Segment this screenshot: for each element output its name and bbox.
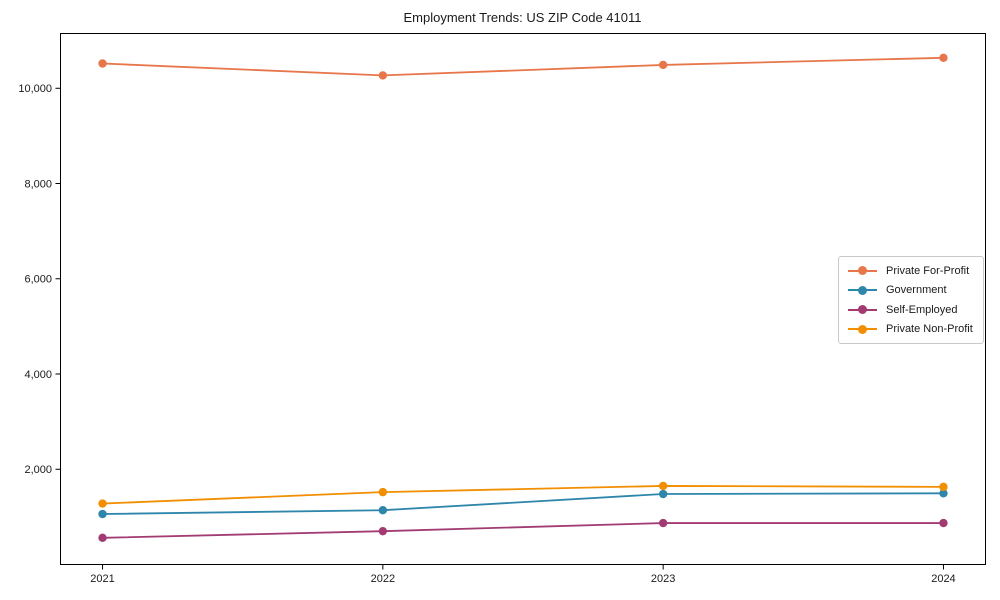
data-point-self-employed	[939, 518, 948, 528]
y-tick-label: 2,000	[24, 464, 52, 476]
line-marker-icon	[848, 285, 877, 295]
x-tick-label: 2022	[371, 573, 395, 585]
line-marker-icon	[848, 324, 877, 334]
data-point-private-non-profit	[939, 482, 948, 492]
data-point-private-for-profit	[939, 53, 948, 62]
y-tick-label: 4,000	[24, 369, 52, 381]
legend-label: Government	[886, 284, 947, 297]
data-point-self-employed	[378, 526, 388, 536]
legend: Private For-Profit Government Self-Emplo…	[838, 256, 984, 344]
data-point-private-non-profit	[658, 481, 668, 491]
legend-item-government: Government	[848, 281, 975, 301]
data-point-private-non-profit	[98, 499, 107, 508]
series-line-private-non-profit	[102, 485, 944, 505]
chart-title: Employment Trends: US ZIP Code 41011	[403, 10, 642, 25]
x-tick-label: 2024	[931, 573, 955, 585]
series-line-government	[102, 492, 944, 515]
x-tick-label: 2023	[651, 573, 675, 585]
y-tick-label: 8,000	[24, 178, 52, 190]
line-marker-icon	[848, 305, 877, 315]
data-point-self-employed	[98, 533, 107, 543]
y-tick-label: 10,000	[18, 83, 52, 95]
data-point-government	[378, 506, 388, 515]
legend-label: Private Non-Profit	[886, 323, 973, 336]
data-point-private-for-profit	[98, 59, 107, 68]
line-marker-icon	[848, 266, 877, 276]
data-point-private-for-profit	[378, 71, 388, 80]
x-tick-label: 2021	[90, 573, 114, 585]
data-point-government	[939, 489, 948, 498]
data-point-government	[658, 489, 668, 499]
series-line-self-employed	[102, 522, 944, 539]
y-tick-label: 6,000	[24, 274, 52, 286]
data-point-self-employed	[658, 518, 668, 528]
legend-item-self-employed: Self-Employed	[848, 300, 975, 320]
data-point-private-non-profit	[378, 487, 388, 497]
legend-item-private-non-profit: Private Non-Profit	[848, 320, 975, 340]
axes-border	[60, 33, 986, 565]
legend-label: Private For-Profit	[886, 264, 970, 277]
legend-item-private-for-profit: Private For-Profit	[848, 261, 975, 281]
legend-label: Self-Employed	[886, 303, 958, 316]
data-point-private-for-profit	[658, 60, 668, 70]
series-line-private-for-profit	[102, 56, 944, 77]
data-point-government	[98, 509, 107, 519]
